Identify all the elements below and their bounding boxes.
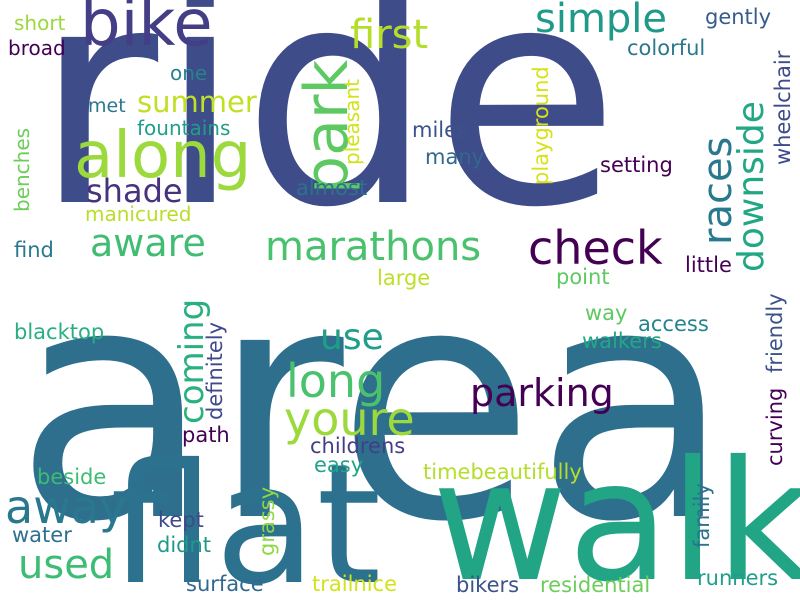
word-bike: bike <box>80 0 213 61</box>
word-grassy: grassy <box>255 486 279 556</box>
word-way: way <box>585 301 628 325</box>
word-beside: beside <box>37 465 107 489</box>
word-water: water <box>12 523 72 547</box>
word-easy: easy <box>314 453 364 477</box>
word-first: first <box>350 12 429 58</box>
word-aware: aware <box>90 221 206 265</box>
word-benches: benches <box>10 127 34 212</box>
word-away: away <box>5 480 127 534</box>
word-simple: simple <box>535 0 668 42</box>
word-downside: downside <box>731 101 772 272</box>
word-used: used <box>18 542 115 588</box>
word-many: many <box>425 145 485 169</box>
word-walk: walk <box>432 426 800 600</box>
word-miles: miles <box>412 118 468 142</box>
word-marathons: marathons <box>265 224 482 270</box>
word-access: access <box>638 312 709 336</box>
word-path: path <box>182 423 230 447</box>
word-shade: shade <box>86 172 183 210</box>
word-didnt: didnt <box>157 533 212 557</box>
word-runners: runners <box>697 566 779 590</box>
word-colorful: colorful <box>627 36 706 60</box>
word-kept: kept <box>158 508 204 532</box>
word-area: area <box>14 217 733 592</box>
word-one: one <box>170 61 208 85</box>
word-pleasant: pleasant <box>340 78 364 165</box>
word-check: check <box>528 221 663 275</box>
word-youre: youre <box>284 392 415 446</box>
word-timebeautifully: timebeautifully <box>423 460 582 484</box>
word-almost: almost <box>296 176 368 200</box>
word-childrens: childrens <box>310 434 406 458</box>
word-summer: summer <box>137 85 257 119</box>
word-setting: setting <box>600 153 673 177</box>
word-definitely: definitely <box>203 321 227 420</box>
word-surface: surface <box>186 572 264 596</box>
word-met: met <box>88 95 126 117</box>
word-little: little <box>685 253 732 277</box>
word-family: family <box>690 483 714 548</box>
word-short: short <box>14 11 66 35</box>
word-large: large <box>377 266 431 290</box>
word-bikers: bikers <box>456 573 520 597</box>
word-use: use <box>320 317 384 358</box>
word-trailnice: trailnice <box>312 572 398 596</box>
word-fountains: fountains <box>137 116 231 140</box>
word-friendly: friendly <box>763 293 787 373</box>
word-curving: curving <box>763 387 787 466</box>
word-flat: flat <box>110 429 382 600</box>
word-point: point <box>556 265 610 289</box>
word-blacktop: blacktop <box>14 320 105 344</box>
word-along: along <box>74 119 252 193</box>
word-walkers: walkers <box>582 329 662 353</box>
word-gently: gently <box>705 5 772 29</box>
word-ride: ride <box>34 0 620 274</box>
word-find: find <box>14 238 54 262</box>
word-residential: residential <box>540 573 651 597</box>
word-playground: playground <box>529 66 553 185</box>
word-broad: broad <box>8 36 66 60</box>
word-wheelchair: wheelchair <box>771 50 795 165</box>
word-manicured: manicured <box>85 202 192 226</box>
word-long: long <box>286 354 386 408</box>
word-parking: parking <box>470 371 614 415</box>
